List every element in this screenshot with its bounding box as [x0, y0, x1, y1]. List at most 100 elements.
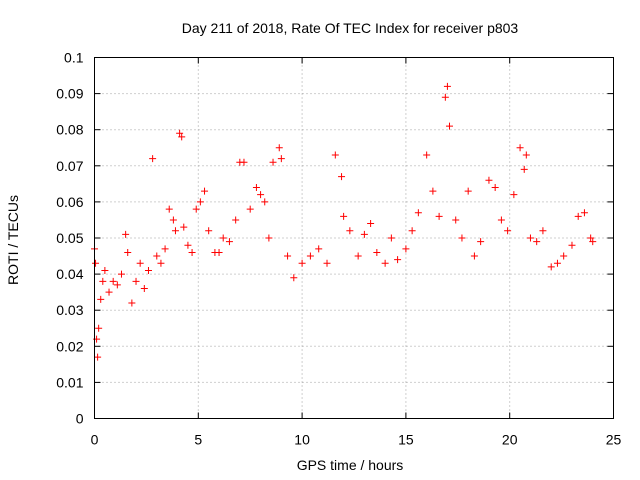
y-tick-label: 0.06 [56, 194, 83, 210]
data-point [306, 252, 314, 260]
x-tick-label: 0 [91, 432, 99, 448]
y-tick-label: 0.05 [56, 230, 83, 246]
data-point [284, 252, 292, 260]
data-point [215, 248, 223, 256]
data-point [387, 234, 395, 242]
data-point [331, 151, 339, 159]
data-point [522, 151, 530, 159]
data-point [192, 205, 200, 213]
data-point [423, 151, 431, 159]
data-point [261, 198, 269, 206]
data-point [188, 248, 196, 256]
data-point [140, 285, 148, 293]
data-point [574, 212, 582, 220]
y-tick-label: 0.08 [56, 122, 83, 138]
data-point [252, 183, 260, 191]
data-point [240, 158, 248, 166]
data-point [360, 230, 368, 238]
data-point [165, 205, 173, 213]
data-point [315, 245, 323, 253]
data-point [458, 234, 466, 242]
data-point [257, 191, 265, 199]
data-point [526, 234, 534, 242]
y-tick-labels: 0 0.01 0.02 0.03 0.04 0.05 0.06 0.07 0.08 0.09 0.1 [56, 50, 83, 427]
x-axis-title: GPS time / hours [297, 457, 404, 473]
data-point [201, 187, 209, 195]
data-point [122, 230, 130, 238]
data-point [196, 198, 204, 206]
data-point [340, 212, 348, 220]
data-point [429, 187, 437, 195]
data-point [464, 187, 472, 195]
data-point [560, 252, 568, 260]
data-point [101, 266, 109, 274]
data-point [394, 256, 402, 264]
y-tick-label: 0.07 [56, 158, 83, 174]
data-point [99, 277, 107, 285]
data-point [408, 227, 416, 235]
data-point [435, 212, 443, 220]
data-point [95, 324, 103, 332]
data-point [161, 245, 169, 253]
data-point [246, 205, 254, 213]
data-point [547, 263, 555, 271]
data-point [338, 173, 346, 181]
data-point [205, 227, 213, 235]
data-point [169, 216, 177, 224]
data-point [105, 288, 113, 296]
y-tick-label: 0.04 [56, 266, 83, 282]
data-point [520, 165, 528, 173]
data-point [171, 227, 179, 235]
data-point [580, 209, 588, 217]
data-point [180, 223, 188, 231]
x-tick-label: 15 [398, 432, 414, 448]
chart-title: Day 211 of 2018, Rate Of TEC Index for r… [182, 20, 519, 36]
y-tick-label: 0.02 [56, 338, 83, 354]
data-point [184, 241, 192, 249]
data-point [178, 133, 186, 141]
data-point [497, 216, 505, 224]
data-point [132, 277, 140, 285]
data-point [510, 191, 518, 199]
data-point [539, 227, 547, 235]
data-point [504, 227, 512, 235]
data-point [290, 274, 298, 282]
data-point [117, 270, 125, 278]
y-tick-label: 0.01 [56, 374, 83, 390]
data-point [441, 93, 449, 101]
data-point [491, 183, 499, 191]
data-point [124, 248, 132, 256]
data-point [587, 234, 595, 242]
data-point [477, 238, 485, 246]
data-point [589, 238, 597, 246]
x-tick-label: 20 [502, 432, 518, 448]
data-point [153, 252, 161, 260]
data-point [265, 234, 273, 242]
y-tick-label: 0.09 [56, 86, 83, 102]
data-point [277, 155, 285, 163]
data-point [516, 144, 524, 152]
data-point [568, 241, 576, 249]
data-point [443, 82, 451, 90]
data-point [445, 122, 453, 130]
data-point [346, 227, 354, 235]
x-tick-label: 5 [194, 432, 202, 448]
data-point [225, 238, 233, 246]
data-point [92, 259, 100, 267]
data-point [452, 216, 460, 224]
data-point [354, 252, 362, 260]
y-axis-title: ROTI / TECUs [5, 195, 21, 285]
data-point [275, 144, 283, 152]
data-point [219, 234, 227, 242]
data-point [149, 155, 157, 163]
data-point [157, 259, 165, 267]
data-point [485, 176, 493, 184]
data-point [373, 248, 381, 256]
data-point [144, 266, 152, 274]
data-point [298, 259, 306, 267]
data-point [414, 209, 422, 217]
data-point [232, 216, 240, 224]
data-point [128, 299, 136, 307]
data-point [136, 259, 144, 267]
